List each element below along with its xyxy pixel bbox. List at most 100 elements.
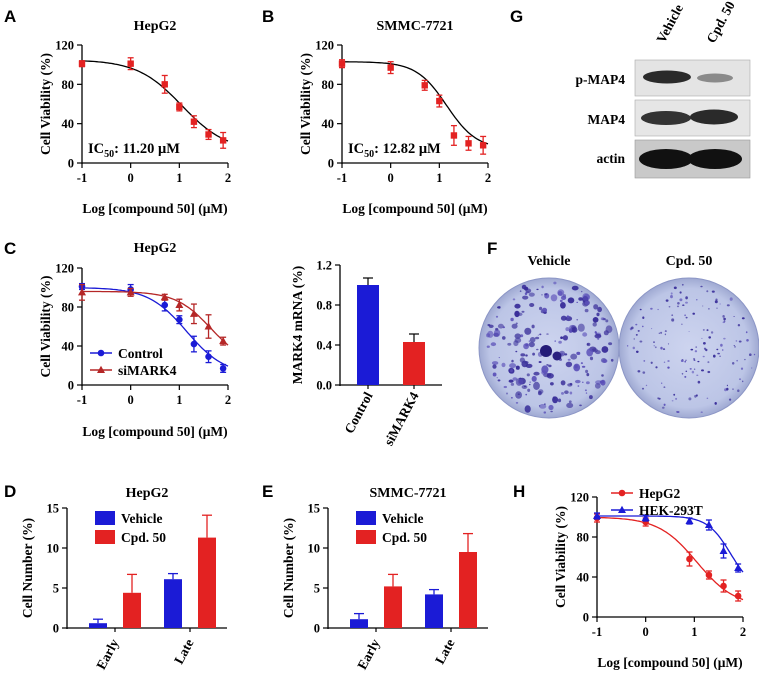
colony	[719, 303, 721, 305]
colony	[637, 330, 640, 332]
data-point	[190, 118, 198, 125]
ic50-annotation: IC50: 11.20 μM	[88, 141, 180, 160]
colony	[529, 337, 536, 343]
colony	[682, 304, 685, 307]
colony	[524, 405, 531, 413]
colony	[576, 351, 581, 355]
colony	[693, 358, 696, 360]
panel-label-d: D	[4, 482, 16, 501]
colony	[525, 354, 528, 357]
fit-curve-hepg2	[597, 516, 744, 601]
colony	[537, 334, 539, 336]
colony	[524, 327, 532, 335]
colony	[733, 345, 736, 346]
x-tick-label: 2	[485, 171, 491, 185]
colony	[497, 306, 501, 309]
colony	[703, 342, 706, 345]
fit-curve-simark4	[81, 290, 229, 346]
wb-row-pmap4: p-MAP4	[576, 72, 626, 87]
colony	[636, 350, 639, 353]
colony	[508, 379, 514, 383]
x-tick-label: 1	[176, 171, 182, 185]
colony	[732, 388, 734, 391]
panel-label-b: B	[262, 7, 274, 26]
colony	[697, 360, 700, 363]
data-point	[338, 60, 346, 67]
colony	[546, 333, 549, 335]
colony	[560, 302, 566, 309]
bar-early-cpd-50	[123, 592, 141, 628]
colony	[662, 406, 665, 409]
colony	[536, 288, 539, 291]
colony	[552, 351, 562, 361]
colony	[697, 380, 701, 384]
colony	[582, 293, 590, 301]
colony	[693, 368, 696, 370]
colony	[539, 404, 547, 409]
chart-title: HepG2	[126, 486, 169, 501]
colony	[642, 316, 645, 320]
bar-early-vehicle	[350, 619, 368, 628]
data-point	[421, 82, 428, 89]
y-tick-label: 0	[328, 157, 334, 171]
y-tick-label: 10	[47, 542, 60, 556]
data-point	[78, 60, 86, 67]
fit-curve-control	[82, 287, 229, 367]
y-tick-label: 80	[62, 301, 75, 315]
colony	[685, 316, 688, 319]
colony	[745, 331, 748, 334]
colony	[681, 323, 683, 325]
panel-label-f: F	[487, 239, 497, 258]
colony	[701, 369, 704, 372]
colony	[557, 398, 562, 403]
data-point	[641, 513, 650, 521]
colony	[722, 315, 725, 318]
colony	[511, 359, 514, 363]
colony	[691, 370, 695, 374]
colony	[559, 299, 563, 303]
colony	[521, 310, 525, 313]
chart-title: HepG2	[134, 241, 177, 256]
colony	[491, 361, 499, 365]
x-tick-label: 0	[388, 171, 394, 185]
colony	[735, 340, 738, 342]
data-point	[204, 322, 213, 330]
colony	[512, 298, 516, 301]
colony	[702, 329, 705, 331]
colony	[520, 334, 524, 338]
data-point	[190, 340, 198, 348]
colony	[642, 371, 646, 374]
panel-label-g: G	[510, 7, 523, 26]
colony	[653, 345, 655, 347]
y-axis-label: Cell Viability (%)	[553, 506, 568, 608]
bar-early-vehicle	[89, 623, 107, 628]
colony	[710, 331, 714, 334]
colony	[525, 288, 532, 293]
panel-label-e: E	[262, 482, 273, 501]
colony	[658, 332, 660, 334]
colony	[671, 318, 675, 322]
colony	[737, 324, 741, 327]
colony	[577, 385, 580, 387]
y-tick-label: 120	[315, 39, 334, 53]
y-axis-label: Cell Viability (%)	[38, 53, 53, 155]
colony	[665, 299, 669, 302]
colony	[554, 340, 556, 342]
colony	[701, 337, 703, 339]
colonies-cpd50	[626, 283, 756, 413]
y-tick-label: 5	[314, 582, 320, 596]
data-point	[685, 516, 694, 524]
colony	[642, 387, 644, 390]
colony	[492, 372, 497, 377]
x-tick-label: 1	[436, 171, 442, 185]
data-point	[161, 81, 168, 88]
data-point	[189, 309, 198, 317]
colony	[679, 298, 683, 302]
colony	[671, 314, 673, 316]
y-tick-label: 0.4	[316, 339, 332, 353]
colony	[716, 348, 719, 351]
colony	[637, 370, 641, 373]
colony	[723, 337, 726, 340]
